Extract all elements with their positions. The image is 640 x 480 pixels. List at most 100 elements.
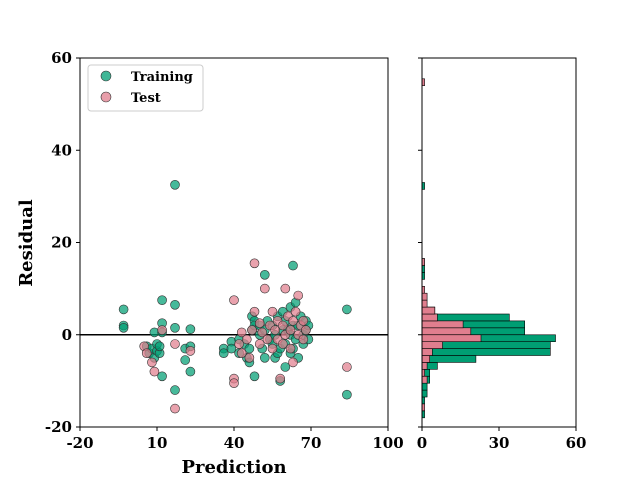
- y-tick-label: 40: [51, 141, 72, 159]
- point-test: [267, 343, 278, 354]
- hist-bar-training: [421, 355, 477, 363]
- point-test: [259, 283, 270, 294]
- histogram-bars: [421, 78, 556, 419]
- y-tick-label: -20: [45, 418, 72, 436]
- point-test: [229, 295, 239, 306]
- point-training: [157, 295, 167, 306]
- hist-bar-test: [421, 348, 433, 356]
- histogram-x-ticks: 0 30 60: [417, 427, 587, 452]
- scatter-points: [118, 180, 352, 414]
- point-test: [288, 316, 298, 326]
- point-test: [275, 373, 286, 384]
- x-axis-title: Prediction: [181, 457, 286, 478]
- point-test: [254, 318, 265, 329]
- point-training: [185, 324, 196, 335]
- legend: Training Test: [87, 64, 204, 112]
- hist-bar-test: [421, 306, 436, 315]
- x-tick-label: 70: [301, 434, 322, 452]
- x-tick-label: 40: [224, 434, 245, 452]
- hist-bar-test: [421, 299, 428, 308]
- point-test: [277, 339, 288, 349]
- point-test: [280, 283, 291, 294]
- point-training: [249, 371, 260, 382]
- hist-bar-test: [421, 375, 428, 384]
- point-training: [259, 269, 270, 280]
- hist-x-tick-label: 30: [489, 434, 510, 452]
- point-test: [298, 334, 309, 345]
- point-test: [285, 325, 296, 335]
- point-training: [170, 322, 180, 333]
- point-training: [259, 352, 270, 363]
- x-tick-label: 10: [147, 434, 168, 452]
- hist-bar-test: [421, 341, 443, 349]
- y-tick-label: 60: [51, 49, 72, 67]
- point-test: [149, 366, 160, 377]
- point-test: [247, 325, 257, 335]
- point-test: [342, 362, 352, 372]
- point-test: [254, 339, 265, 349]
- hist-x-tick-label: 0: [417, 434, 427, 452]
- point-test: [298, 316, 309, 326]
- point-training: [226, 343, 237, 354]
- point-test: [141, 348, 152, 359]
- point-training: [118, 322, 129, 333]
- legend-marker-test: [100, 91, 112, 103]
- scatter-y-ticks: -20 0 20 40 60: [45, 49, 80, 436]
- point-training: [170, 385, 180, 395]
- point-test: [229, 378, 239, 389]
- point-training: [342, 389, 352, 400]
- point-test: [147, 357, 157, 368]
- hist-bar-test: [421, 334, 482, 342]
- point-test: [234, 339, 244, 349]
- hist-bar-training: [421, 389, 428, 398]
- point-test: [185, 346, 196, 356]
- histogram-y-ticks: [418, 57, 422, 428]
- scatter-x-ticks: -20 10 40 70 100: [66, 427, 404, 452]
- point-training: [118, 304, 129, 315]
- y-tick-label: 20: [51, 234, 72, 252]
- hist-bar-training: [421, 348, 551, 356]
- point-test: [157, 325, 167, 335]
- point-test: [249, 306, 260, 317]
- point-test: [277, 320, 288, 331]
- point-test: [242, 334, 252, 345]
- legend-marker-training: [100, 70, 112, 82]
- point-test: [236, 348, 247, 359]
- point-test: [249, 258, 260, 269]
- hist-bar-test: [421, 320, 464, 329]
- point-test: [290, 306, 301, 317]
- scatter-plot-area: [80, 58, 388, 427]
- point-training: [342, 304, 352, 315]
- point-test: [270, 325, 280, 335]
- point-training: [180, 355, 190, 365]
- scatter-panel: -20 10 40 70 100 -20 0 20 40 60 Prediction Resid…: [16, 49, 404, 478]
- point-test: [257, 327, 268, 338]
- legend-box: [87, 64, 204, 112]
- hist-bar-test: [421, 313, 438, 322]
- point-training: [154, 341, 165, 352]
- hist-bar-test: [421, 362, 428, 370]
- point-training: [170, 299, 180, 310]
- hist-bar-test: [421, 327, 472, 335]
- point-test: [267, 306, 278, 317]
- point-test: [170, 403, 180, 414]
- legend-label-training: Training: [131, 70, 193, 85]
- point-training: [170, 180, 180, 190]
- histogram-panel: 0 30 60: [417, 57, 587, 452]
- point-test: [293, 290, 304, 301]
- point-test: [244, 352, 255, 363]
- hist-x-tick-label: 60: [566, 434, 587, 452]
- point-training: [185, 366, 196, 377]
- point-training: [218, 348, 229, 359]
- histogram-plot-area: [422, 58, 576, 427]
- point-test: [288, 357, 298, 368]
- y-tick-label: 0: [62, 326, 72, 344]
- legend-label-test: Test: [131, 91, 161, 106]
- point-training: [157, 371, 167, 382]
- point-test: [262, 334, 273, 345]
- y-axis-title: Residual: [16, 199, 37, 287]
- hist-bar-test: [421, 355, 430, 363]
- hist-bar-training: [421, 382, 428, 391]
- point-training: [288, 260, 298, 271]
